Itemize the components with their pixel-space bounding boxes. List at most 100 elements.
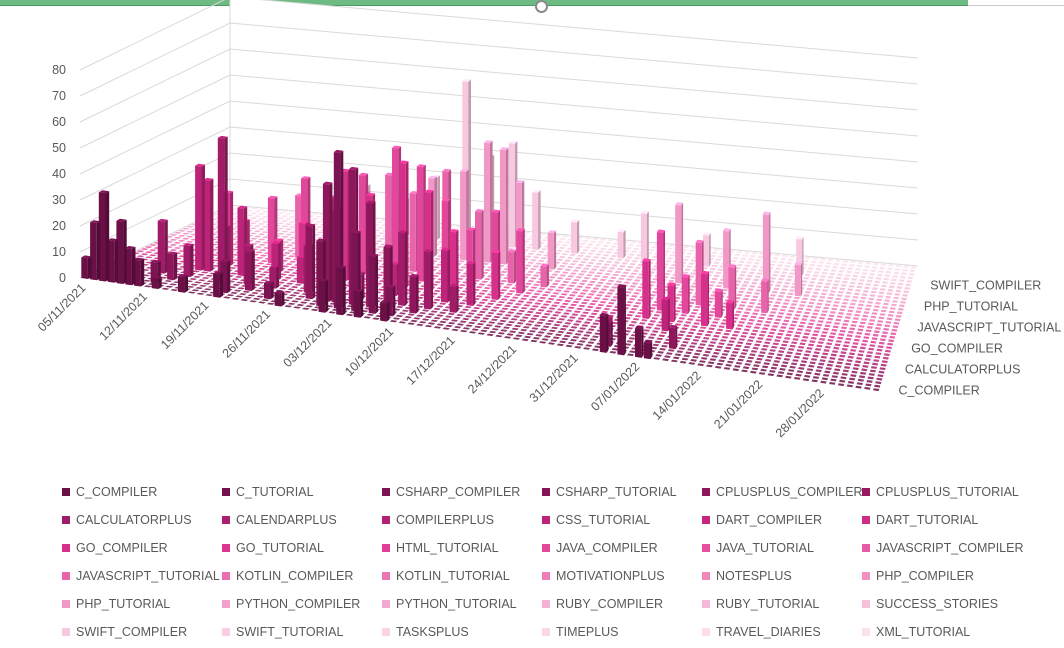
floor-cell	[861, 293, 868, 296]
floor-cell	[745, 325, 752, 328]
floor-cell	[421, 318, 430, 321]
floor-cell	[884, 274, 891, 277]
floor-cell	[655, 354, 663, 357]
floor-cell	[427, 322, 436, 325]
floor-cell	[898, 279, 905, 282]
floor-cell	[498, 310, 506, 313]
floor-cell	[806, 368, 814, 371]
floor-cell	[809, 281, 816, 284]
floor-cell	[527, 252, 535, 255]
floor-cell	[747, 288, 754, 291]
floor-cell	[866, 279, 873, 283]
floor-cell	[820, 334, 827, 338]
floor-cell	[812, 333, 819, 337]
floor-cell	[696, 332, 703, 336]
depth-tick-label: C_COMPILER	[899, 383, 980, 397]
floor-cell	[811, 379, 818, 383]
floor-cell	[904, 287, 911, 290]
depth-tick-label: JAVASCRIPT_TUTORIAL	[918, 320, 1062, 334]
floor-cell	[284, 213, 292, 215]
legend-label: PYTHON_COMPILER	[236, 597, 361, 611]
floor-cell	[565, 287, 573, 290]
bar	[245, 249, 255, 291]
floor-cell	[882, 356, 889, 360]
floor-cell	[782, 340, 789, 344]
floor-cell	[600, 247, 607, 250]
floor-cell	[558, 318, 566, 321]
legend-label: GO_TUTORIAL	[236, 541, 324, 555]
floor-cell	[770, 277, 777, 280]
floor-cell	[761, 348, 768, 351]
floor-cell	[862, 314, 869, 318]
floor-cell	[177, 239, 186, 242]
chart-legend: C_COMPILER C_TUTORIAL CSHARP_COMPILER CSHAR…	[62, 478, 1042, 646]
floor-cell	[596, 272, 603, 275]
floor-cell	[205, 294, 214, 297]
bar	[134, 257, 145, 287]
floor-cell	[540, 248, 548, 251]
y-tick-label: 80	[52, 63, 66, 77]
floor-cell	[310, 308, 319, 312]
floor-cell	[530, 277, 537, 280]
floor-cell	[277, 281, 285, 284]
floor-cell	[315, 226, 323, 229]
floor-cell	[487, 302, 495, 305]
floor-cell	[535, 334, 543, 337]
floor-cell	[538, 250, 545, 253]
floor-cell	[577, 295, 584, 298]
floor-cell	[509, 330, 517, 333]
floor-cell	[670, 276, 677, 280]
floor-cell	[597, 281, 604, 284]
floor-cell	[846, 384, 853, 388]
floor-cell	[600, 288, 608, 291]
floor-cell	[831, 328, 838, 332]
floor-cell	[484, 296, 491, 299]
floor-cell	[484, 305, 492, 308]
floor-cell	[250, 207, 259, 210]
floor-cell	[869, 369, 876, 373]
floor-cell	[799, 363, 806, 367]
floor-cell	[512, 337, 520, 340]
floor-cell	[732, 256, 739, 260]
floor-cell	[883, 327, 890, 331]
floor-cell	[877, 320, 884, 323]
floor-cell	[282, 284, 290, 288]
floor-cell	[284, 257, 292, 260]
floor-cell	[684, 268, 691, 271]
floor-cell	[589, 280, 596, 284]
floor-cell	[683, 354, 691, 358]
floor-cell	[230, 291, 238, 294]
floor-cell	[291, 286, 299, 289]
floor-cell	[840, 284, 847, 287]
floor-cell	[500, 329, 508, 332]
y-tick-label: 40	[52, 167, 66, 181]
floor-cell	[561, 235, 569, 238]
bar	[599, 312, 609, 353]
depth-tick-label: CALCULATORPLUS	[905, 362, 1021, 376]
resize-handle[interactable]	[535, 0, 548, 13]
floor-cell	[734, 365, 741, 368]
floor-cell	[790, 323, 797, 327]
bar	[274, 290, 285, 307]
floor-cell	[430, 310, 438, 313]
floor-cell	[758, 316, 765, 320]
floor-cell	[757, 255, 764, 259]
floor-cell	[819, 359, 826, 362]
legend-item: XML_TUTORIAL	[862, 618, 1022, 646]
floor-cell	[606, 292, 614, 295]
floor-cell	[859, 300, 865, 303]
depth-tick-label: GO_COMPILER	[911, 341, 1003, 355]
bar	[398, 230, 408, 306]
floor-cell	[616, 258, 623, 261]
floor-cell	[583, 321, 591, 324]
floor-cell	[410, 319, 418, 323]
floor-cell	[781, 305, 788, 309]
date-tick-label: 19/11/2021	[158, 298, 212, 352]
floor-cell	[873, 305, 880, 308]
floor-cell	[579, 314, 587, 317]
floor-cell	[602, 275, 609, 279]
floor-cell	[864, 265, 870, 268]
floor-cell	[586, 283, 594, 286]
floor-cell	[447, 312, 455, 316]
